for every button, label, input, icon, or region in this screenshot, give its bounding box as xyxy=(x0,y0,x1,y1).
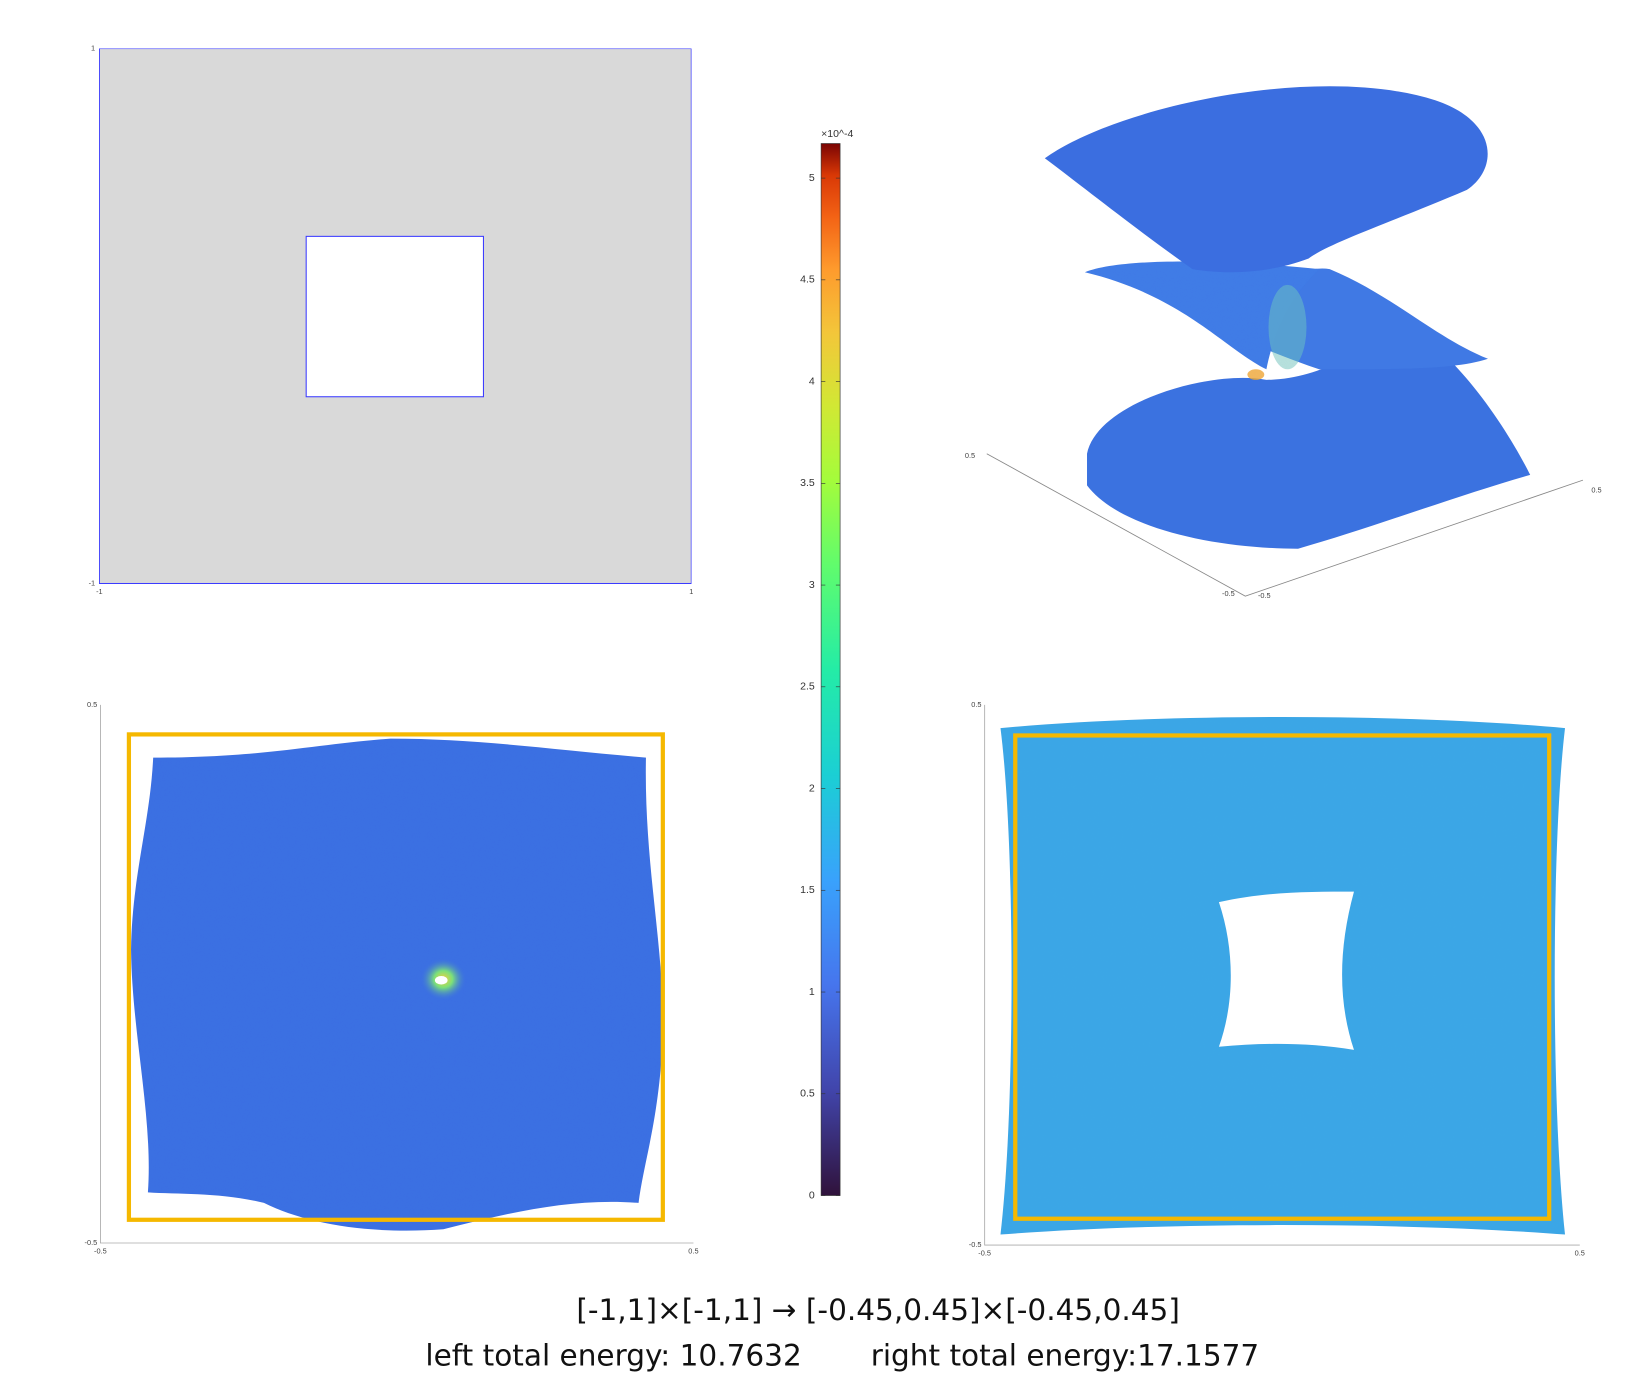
tick-label: 1 xyxy=(689,587,693,596)
colorbar-tick-label: 1 xyxy=(809,986,815,998)
colorbar: ×10^-4 0 0.5 1 1.5 2 2.5 3 3.5 4 4.5 5 xyxy=(800,128,853,1201)
tick-label: -0.5 xyxy=(1222,589,1235,598)
tick-label: 0.5 xyxy=(1591,486,1601,495)
tick-label: -1 xyxy=(89,578,96,587)
hole xyxy=(434,976,448,985)
caption-line: [-1,1]×[-1,1] → [-0.45,0.45]×[-0.45,0.45… xyxy=(576,1293,1180,1327)
bottom-right-panel xyxy=(984,704,1580,1246)
axis-line xyxy=(984,704,1580,1246)
colorbar-tick-label: 2.5 xyxy=(800,681,815,693)
tick-label: 0.5 xyxy=(1575,1249,1585,1258)
tick-label: 0.5 xyxy=(87,700,97,709)
tick-label: -1 xyxy=(96,587,103,596)
colorbar-exponent: ×10^-4 xyxy=(821,128,853,140)
top-left-panel xyxy=(98,48,692,585)
axis-line xyxy=(100,704,694,1244)
top-right-panel xyxy=(986,86,1584,597)
deformed-mesh xyxy=(1000,716,1566,1235)
tick-label: 1 xyxy=(91,43,95,52)
colorbar-gradient xyxy=(820,143,841,1196)
surface xyxy=(1044,86,1531,549)
colorbar-tick-label: 3 xyxy=(809,579,815,591)
hole xyxy=(305,235,484,398)
colorbar-tick-label: 4.5 xyxy=(800,274,815,286)
tick-label: 0.5 xyxy=(965,451,975,460)
tick-label: -0.5 xyxy=(85,1238,98,1247)
colorbar-tick-label: 5 xyxy=(809,172,815,184)
caption-left-energy: left total energy: 10.7632 xyxy=(425,1338,801,1372)
caption-right-energy: right total energy:17.1577 xyxy=(871,1338,1260,1372)
colorbar-tick-label: 0.5 xyxy=(800,1088,815,1100)
target-box xyxy=(1013,733,1552,1221)
bottom-left-panel xyxy=(100,704,694,1244)
tick-label: 0.5 xyxy=(971,700,981,709)
axis-line xyxy=(986,453,1584,597)
colorbar-tick-label: 2 xyxy=(809,782,815,794)
tick-label: -0.5 xyxy=(1258,591,1271,600)
tick-label: -0.5 xyxy=(978,1249,991,1258)
tick-label: -0.5 xyxy=(969,1240,982,1249)
colorbar-tick-label: 4 xyxy=(809,375,815,387)
colorbar-tick-label: 0 xyxy=(809,1189,815,1201)
target-box xyxy=(126,732,665,1222)
tick-label: 0.5 xyxy=(688,1246,698,1255)
deformed-mesh xyxy=(131,738,663,1231)
colorbar-tick-label: 1.5 xyxy=(800,884,815,896)
colorbar-tick-label: 3.5 xyxy=(800,477,815,489)
tick-label: -0.5 xyxy=(94,1246,107,1255)
